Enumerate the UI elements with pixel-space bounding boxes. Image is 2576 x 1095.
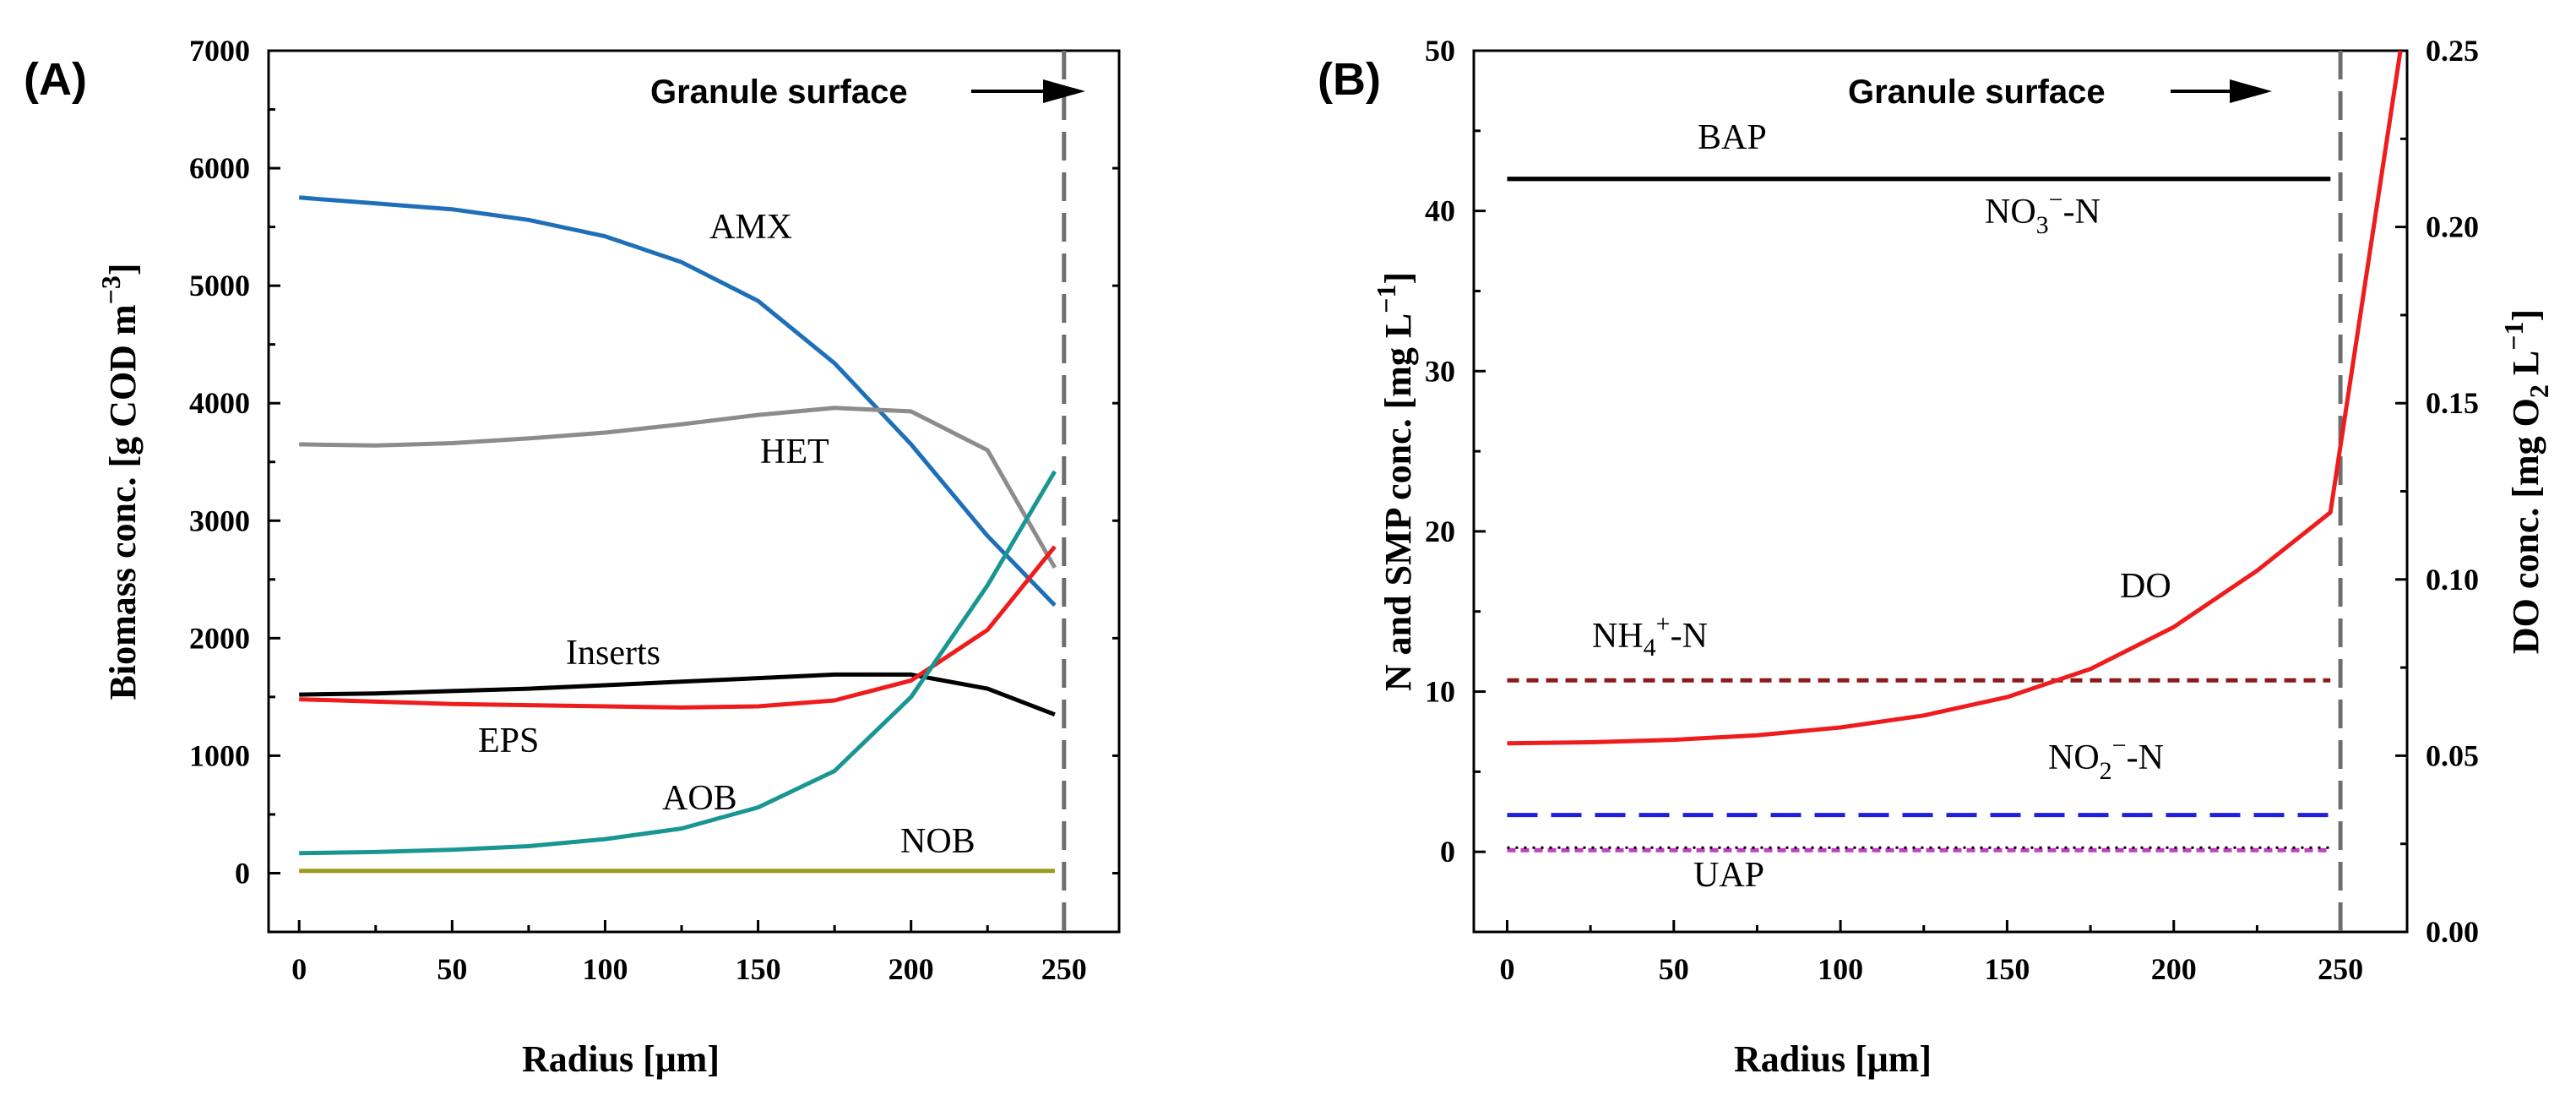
- panel-a: (A) 0 50 100 150 200 250 0 1000 2000 3000 4000 5000…: [24, 34, 1121, 1080]
- panel-b-y2-axis-title: DO conc. [mg O2 L−1]: [2498, 309, 2554, 654]
- series-line-do: [1507, 50, 2403, 746]
- label-nh4-sub: 4: [1644, 634, 1656, 662]
- panel-b-y-tick-label: 0: [1440, 835, 1455, 869]
- panel-a-x-tick-label: 200: [889, 952, 934, 986]
- panel-a-frame: [267, 49, 1121, 934]
- panel-a-y-tick-label: 4000: [189, 386, 250, 420]
- panel-b-series: [1507, 50, 2403, 853]
- panel-b-y-axis-title-close: ]: [1378, 272, 1419, 285]
- panel-b-y-tick-label: 50: [1425, 34, 1455, 68]
- label-amx: AMX: [709, 208, 792, 247]
- panel-b-x-axis-title-text: Radius [μm]: [1734, 1038, 1932, 1080]
- label-nh4-tail: -N: [1671, 617, 1708, 656]
- panel-b-y2-axis-title-sup: −1: [2498, 322, 2529, 351]
- label-eps: EPS: [478, 722, 539, 760]
- panel-b-surface-arrow-head: [2230, 79, 2272, 103]
- panel-b-x-tick-label: 0: [1499, 952, 1514, 986]
- panel-b-x-tick-label: 200: [2151, 952, 2197, 986]
- panel-a-surface-arrow-head: [1043, 79, 1085, 103]
- panel-b-y-axis-title-sup: −1: [1371, 285, 1401, 313]
- panel-b-y2-axis-title-sub: 2: [2524, 384, 2554, 398]
- label-nh4: NH4+-N: [1592, 610, 1708, 662]
- panel-b-x-axis-title: Radius [μm]: [1734, 1038, 1932, 1080]
- panel-a-y-tick-label: 2000: [189, 621, 250, 655]
- panel-b-y2-tick-label: 0.15: [2426, 386, 2479, 420]
- panel-a-surface-annotation: Granule surface: [650, 74, 1085, 111]
- panel-a-x-tick-label: 150: [736, 952, 781, 986]
- label-no2: NO2−-N: [2048, 732, 2164, 785]
- label-do: DO: [2120, 567, 2171, 606]
- panel-a-y-axis-title-text: Biomass conc. [g COD m: [102, 304, 144, 700]
- label-nh4-sup: +: [1656, 610, 1671, 638]
- panel-b-y-tick-label: 30: [1425, 354, 1455, 388]
- panel-b-y2-axis-title-close: ]: [2505, 309, 2546, 322]
- panel-b-y-axis-title: N and SMP conc. [mg L−1]: [1371, 272, 1419, 691]
- label-no3: NO3−-N: [1985, 186, 2100, 239]
- label-nob: NOB: [900, 822, 976, 861]
- label-no2-base: NO: [2048, 738, 2100, 777]
- label-het: HET: [760, 433, 829, 471]
- panel-b-label: (B): [1318, 54, 1381, 105]
- panel-b: (B) 0 50 100 150 200 250 0 10 20 30 40 50 0.00 0.05 0.…: [1318, 34, 2554, 1080]
- panel-a-y-axis-title: Biomass conc. [g COD m−3]: [95, 264, 144, 700]
- series-line-het: [299, 406, 1057, 569]
- panel-a-x-tick-label: 100: [582, 952, 628, 986]
- panel-b-x-tick-label: 50: [1659, 952, 1689, 986]
- panel-b-surface-label: Granule surface: [1848, 74, 2106, 111]
- panel-a-x-tick-label: 50: [437, 952, 467, 986]
- panel-b-y-tick-label: 40: [1425, 194, 1455, 228]
- panel-a-y-tick-label: 3000: [189, 504, 250, 537]
- panel-a-y-tick-label: 0: [235, 856, 250, 890]
- panel-a-surface-label: Granule surface: [650, 74, 908, 111]
- label-uap: UAP: [1693, 856, 1764, 895]
- panel-a-y-axis-title-close: ]: [102, 264, 144, 276]
- label-no3-base: NO: [1985, 193, 2036, 232]
- series-line-aob: [299, 470, 1057, 856]
- panel-a-x-tick-label: 250: [1041, 952, 1087, 986]
- panel-a-x-axis-title-text: Radius [μm]: [522, 1038, 720, 1080]
- panel-b-y2-tick-label: 0.00: [2426, 915, 2479, 949]
- panel-a-axes: 0 50 100 150 200 250 0 1000 2000 3000 4000 5000 6000…: [189, 34, 1121, 986]
- panel-b-y2-tick-label: 0.20: [2426, 210, 2479, 244]
- panel-b-x-tick-label: 100: [1818, 952, 1863, 986]
- panel-a-x-tick-label: 0: [291, 952, 307, 986]
- panel-a-y-tick-label: 1000: [189, 738, 250, 772]
- label-no2-tail: -N: [2127, 738, 2164, 777]
- panel-b-y-tick-label: 10: [1425, 675, 1455, 709]
- panel-b-frame: [1472, 49, 2409, 934]
- label-inserts: Inserts: [566, 634, 660, 673]
- label-no2-sup: −: [2112, 732, 2127, 760]
- series-line-inserts: [299, 672, 1056, 717]
- panel-a-x-axis-title: Radius [μm]: [522, 1038, 720, 1080]
- label-no3-sub: 3: [2036, 211, 2049, 239]
- panel-b-y2-tick-label: 0.10: [2426, 563, 2479, 597]
- label-aob: AOB: [662, 779, 737, 818]
- panel-b-y-axis-title-text: N and SMP conc. [mg L: [1378, 313, 1419, 691]
- panel-b-y2-tick-label: 0.25: [2426, 34, 2479, 68]
- panel-a-series: [299, 195, 1057, 874]
- label-no2-sub: 2: [2100, 757, 2112, 785]
- panel-a-y-tick-label: 5000: [189, 269, 250, 302]
- label-no3-sup: −: [2049, 186, 2063, 214]
- label-nh4-base: NH: [1592, 617, 1644, 656]
- series-line-eps: [299, 545, 1057, 710]
- panel-b-surface-annotation: Granule surface: [1848, 74, 2272, 111]
- panel-a-label: (A): [24, 54, 87, 105]
- panel-a-y-tick-label: 7000: [189, 34, 250, 68]
- panel-b-y2-tick-label: 0.05: [2426, 738, 2479, 772]
- panel-b-x-tick-label: 150: [1984, 952, 2030, 986]
- panel-b-y2-axis-title-text: DO conc. [mg O: [2505, 398, 2546, 654]
- panel-b-y2-axis-title-mid: L: [2505, 351, 2546, 384]
- panel-b-axes: 0 50 100 150 200 250 0 10 20 30 40 50 0.00 0.05 0.10 0.…: [1425, 34, 2479, 986]
- panel-b-x-tick-label: 250: [2318, 952, 2363, 986]
- panel-a-y-axis-title-sup: −3: [95, 275, 126, 304]
- series-line-amx: [299, 195, 1057, 607]
- panel-b-y-tick-label: 20: [1425, 515, 1455, 548]
- label-no3-tail: -N: [2063, 193, 2100, 232]
- label-bap: BAP: [1698, 118, 1767, 157]
- panel-a-y-tick-label: 6000: [189, 151, 250, 185]
